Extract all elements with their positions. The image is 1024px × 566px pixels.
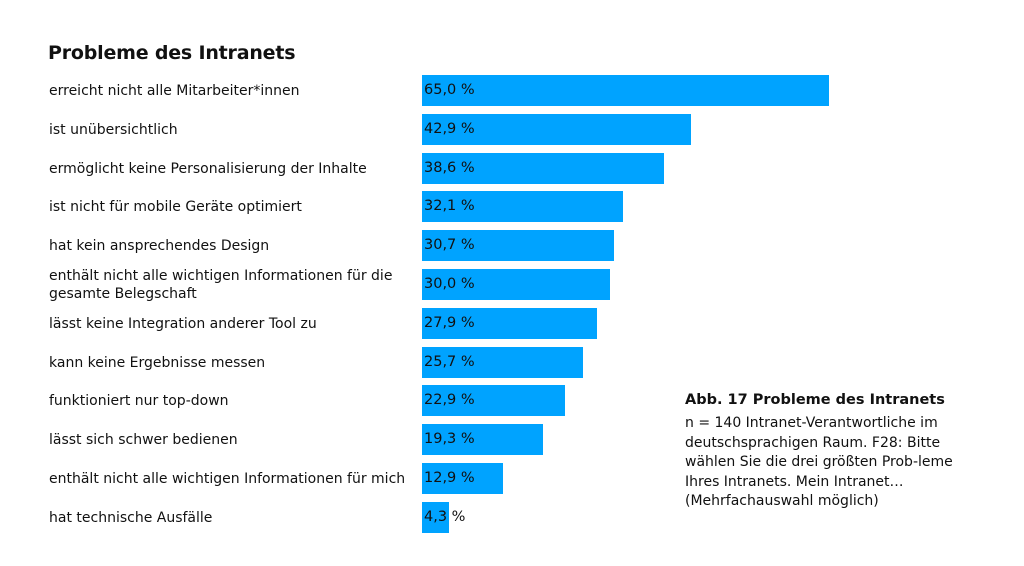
bar bbox=[422, 191, 623, 223]
bar-label: hat kein ansprechendes Design bbox=[49, 238, 270, 255]
bar-row: hat technische Ausfälle 4,3 % bbox=[0, 501, 1024, 534]
bar bbox=[422, 424, 543, 456]
bar-row: ermöglicht keine Personalisierung der In… bbox=[0, 152, 1024, 185]
bar-label: erreicht nicht alle Mitarbeiter*innen bbox=[49, 83, 300, 99]
caption-title: Abb. 17 Probleme des Intranets bbox=[685, 392, 945, 408]
bar-value: 4,3 % bbox=[424, 508, 466, 525]
bar-value: 38,6 % bbox=[424, 159, 475, 176]
bar-value: 12,9 % bbox=[424, 470, 475, 486]
bar-value: 65,0 % bbox=[424, 82, 475, 98]
bar-value: 30,0 % bbox=[424, 276, 475, 292]
figure-caption: Abb. 17 Probleme des Intranets n = 140 I… bbox=[685, 392, 975, 512]
bar-row: enthält nicht alle wichtigen Information… bbox=[0, 463, 1024, 495]
bar-row: hat kein ansprechendes Design 30,7 % bbox=[0, 230, 1024, 262]
bar bbox=[422, 113, 691, 145]
bar-row: kann keine Ergebnisse messen 25,7 % bbox=[0, 346, 1024, 379]
bar-row: funktioniert nur top-down 22,9 % bbox=[0, 385, 1024, 417]
bar-row: ist nicht für mobile Geräte optimiert 32,… bbox=[0, 191, 1024, 223]
bar bbox=[422, 346, 583, 378]
bar-label: ist unübersichtlich bbox=[49, 121, 178, 138]
chart-title: Probleme des Intranets bbox=[48, 42, 296, 64]
bar-row: lässt keine Integration anderer Tool zu 2… bbox=[0, 307, 1024, 340]
bar bbox=[422, 385, 566, 417]
bar-value: 22,9 % bbox=[424, 392, 475, 409]
bar-label: kann keine Ergebnisse messen bbox=[49, 354, 266, 371]
bar-label: enthält nicht alle wichtigen Information… bbox=[49, 471, 406, 487]
bar bbox=[422, 230, 615, 262]
bar bbox=[422, 152, 664, 184]
bar-value: 30,7 % bbox=[424, 237, 475, 254]
bar-row: enthält nicht alle wichtigen Information… bbox=[0, 268, 1024, 302]
bar-label: funktioniert nur top-down bbox=[49, 393, 229, 410]
bar-label: ist nicht für mobile Geräte optimiert bbox=[49, 199, 302, 216]
bar-label: lässt keine Integration anderer Tool zu bbox=[49, 315, 317, 332]
bar-label: ermöglicht keine Personalisierung der In… bbox=[49, 160, 367, 177]
bar-row: erreicht nicht alle Mitarbeiter*innen 65,… bbox=[0, 75, 1024, 107]
bar-label: lässt sich schwer bedienen bbox=[49, 432, 238, 449]
caption-body: n = 140 Intranet-Verantwortliche im deut… bbox=[685, 415, 953, 509]
bar-value: 42,9 % bbox=[424, 120, 475, 137]
bar-row: ist unübersichtlich 42,9 % bbox=[0, 113, 1024, 146]
bar-row: lässt sich schwer bedienen 19,3 % bbox=[0, 424, 1024, 456]
bar-value: 27,9 % bbox=[424, 314, 475, 331]
bar bbox=[422, 269, 610, 300]
bar bbox=[422, 501, 449, 533]
bar-value: 32,1 % bbox=[424, 198, 475, 215]
bar-label: enthält nicht alle wichtigen Information… bbox=[49, 268, 393, 302]
bar bbox=[422, 75, 829, 106]
bar bbox=[422, 463, 503, 494]
bar-value: 25,7 % bbox=[424, 353, 475, 370]
bar bbox=[422, 307, 597, 339]
bar-value: 19,3 % bbox=[424, 431, 475, 448]
bar-label: hat technische Ausfälle bbox=[49, 509, 213, 526]
